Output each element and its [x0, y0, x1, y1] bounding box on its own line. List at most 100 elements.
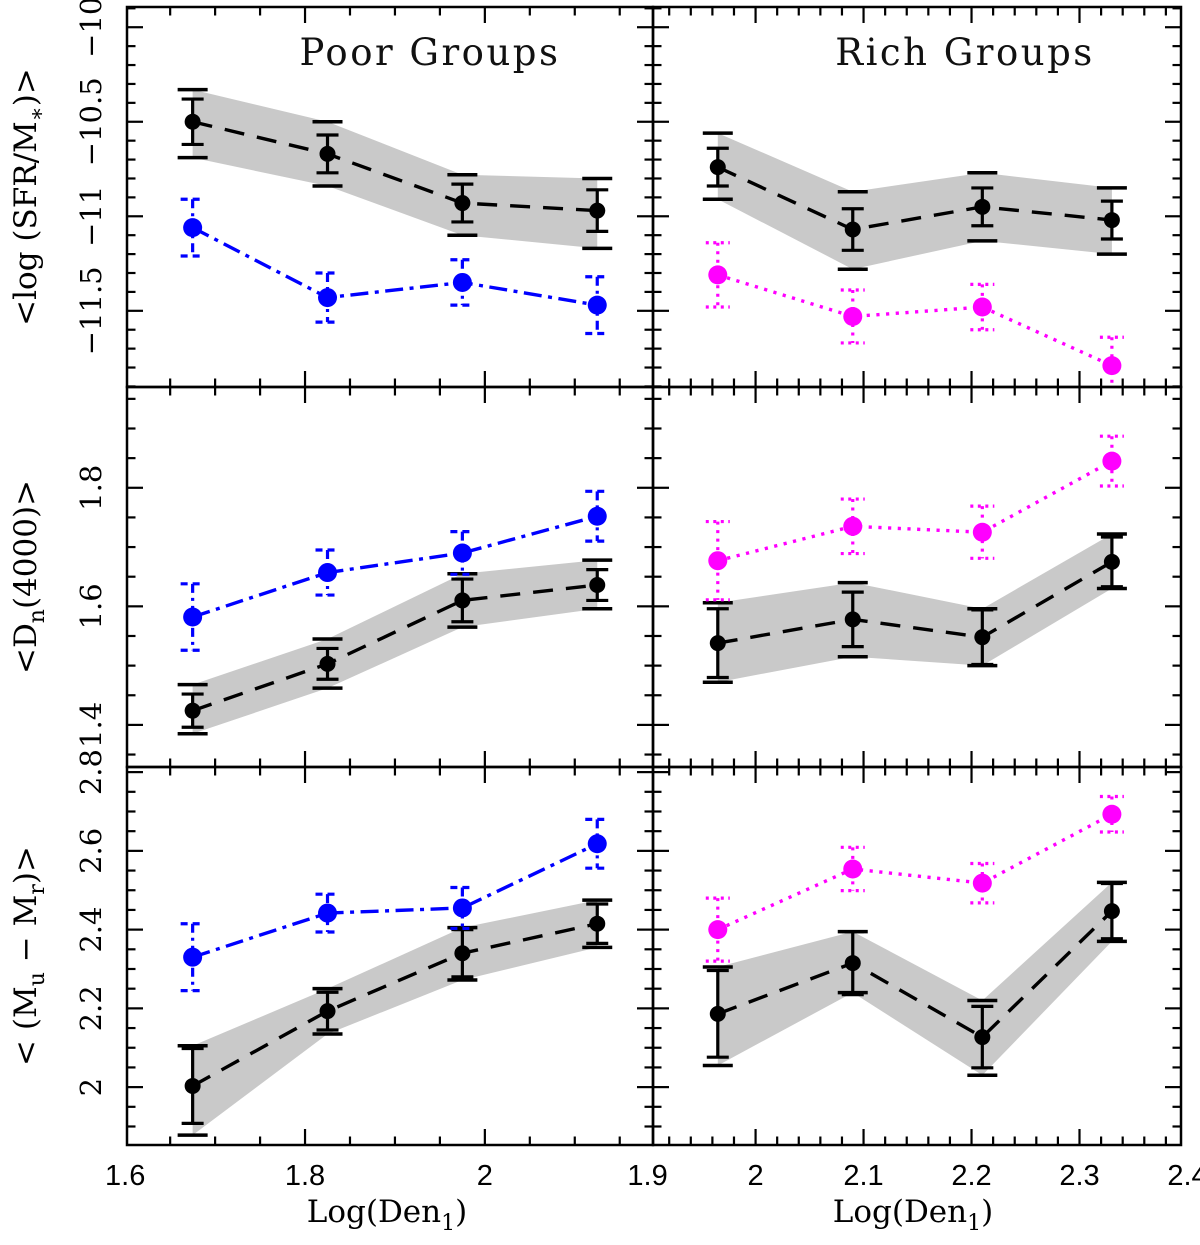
- data-point: [844, 611, 861, 628]
- uncertainty-band: [717, 133, 1112, 270]
- y-tick-label: 2.6: [74, 828, 108, 874]
- data-point: [589, 202, 606, 219]
- panel-content: [702, 434, 1127, 684]
- panel-frame: [651, 765, 1183, 1147]
- uncertainty-band: [192, 900, 598, 1136]
- y-tick-label: 2: [74, 1078, 108, 1096]
- data-point: [318, 563, 338, 583]
- data-point: [843, 306, 863, 326]
- panel-title: Poor Groups: [300, 31, 561, 74]
- data-point: [319, 655, 336, 672]
- series-line-magenta-dotted-mean: [717, 273, 1113, 368]
- panel-rich-d4000: [651, 385, 1183, 769]
- panel-rich-color: 1.9 2 2.1 2.2 2.3 2.4 Log(Den1): [627, 765, 1200, 1236]
- panel-content: [702, 131, 1127, 387]
- data-point: [319, 1003, 336, 1020]
- data-point: [452, 898, 472, 918]
- data-point: [974, 198, 991, 215]
- data-point: [1102, 356, 1122, 376]
- data-point: [1102, 804, 1122, 824]
- x-tick-label: 2.4: [1167, 1160, 1200, 1192]
- data-point: [708, 551, 728, 571]
- x-axis-title: Log(Den1): [307, 1194, 467, 1236]
- x-tick-label: 2.3: [1059, 1160, 1099, 1192]
- data-point: [589, 577, 606, 594]
- series-line-blue-dashdot-mean: [191, 226, 598, 307]
- y-tick-label: 2.4: [74, 907, 108, 953]
- data-point: [454, 195, 471, 212]
- y-tick-label: −10.5: [74, 77, 108, 166]
- y-tick-label: −11.5: [74, 266, 108, 355]
- data-point: [1102, 451, 1122, 471]
- x-axis-title: Log(Den1): [833, 1194, 993, 1236]
- series-line-black-dashed-mean: [192, 583, 598, 713]
- data-point: [184, 1077, 201, 1094]
- uncertainty-band: [192, 89, 598, 249]
- data-point: [974, 629, 991, 646]
- data-point: [1103, 553, 1120, 570]
- y-tick-label: 2.2: [74, 985, 108, 1031]
- data-point: [183, 218, 203, 238]
- data-point: [972, 297, 992, 317]
- data-point: [974, 1029, 991, 1046]
- series-line-black-dashed-mean: [717, 165, 1113, 232]
- panel-title: Rich Groups: [835, 31, 1095, 74]
- panel-poor-sfr: −10 −10.5 −11 −11.5 Poor Groups <log (SFR/M∗)…: [8, 0, 655, 389]
- data-point: [708, 265, 728, 285]
- data-point: [587, 506, 607, 526]
- series-line-black-dashed-mean: [717, 560, 1113, 645]
- panel-rich-sfr: Rich Groups: [651, 5, 1183, 389]
- y-tick-label: −10: [74, 0, 108, 58]
- y-tick-label: −11: [74, 186, 108, 247]
- data-point: [709, 635, 726, 652]
- y-tick-label: 1.8: [74, 465, 108, 511]
- panel-content: [177, 817, 613, 1137]
- data-point: [972, 522, 992, 542]
- series-line-blue-dashdot-mean: [192, 514, 598, 619]
- data-point: [589, 915, 606, 932]
- series-line-blue-dashdot-mean: [192, 842, 598, 959]
- panel-content: [177, 87, 613, 336]
- data-point: [318, 903, 338, 923]
- x-tick-label: 1.9: [627, 1160, 667, 1192]
- x-tick-label: 2: [477, 1160, 493, 1192]
- data-point: [843, 859, 863, 879]
- data-point: [452, 543, 472, 563]
- data-point: [709, 1005, 726, 1022]
- y-axis-title: <log (SFR/M∗)>: [8, 68, 50, 326]
- y-axis-title: < (Mu − Mr)>: [8, 846, 50, 1066]
- data-point: [844, 221, 861, 238]
- uncertainty-band: [717, 534, 1112, 683]
- y-tick-label: 1.6: [74, 583, 108, 629]
- x-tick-label: 2.2: [951, 1160, 991, 1192]
- data-point: [1103, 903, 1120, 920]
- data-point: [708, 920, 728, 940]
- series-line-magenta-dotted-mean: [717, 459, 1113, 563]
- x-tick-label: 1.6: [105, 1160, 145, 1192]
- x-tick-label: 2: [748, 1160, 764, 1192]
- y-tick-label: 1.4: [74, 702, 108, 748]
- data-point: [587, 295, 607, 315]
- data-point: [454, 592, 471, 609]
- data-point: [587, 834, 607, 854]
- panel-poor-d4000: 1.4 1.6 1.8 <Dn(4000)>: [8, 385, 655, 769]
- data-point: [183, 947, 203, 967]
- x-tick-label: 2.1: [843, 1160, 883, 1192]
- data-point: [972, 873, 992, 893]
- data-point: [454, 945, 471, 962]
- data-point: [183, 607, 203, 627]
- data-point: [184, 702, 201, 719]
- data-point: [709, 159, 726, 176]
- data-point: [844, 955, 861, 972]
- series-line-magenta-dotted-mean: [717, 812, 1113, 932]
- series-line-black-dashed-mean: [717, 909, 1114, 1040]
- uncertainty-band: [717, 882, 1112, 1076]
- data-point: [843, 516, 863, 536]
- panel-content: [177, 489, 613, 736]
- panel-poor-color: 2 2.2 2.4 2.6 2.8 1.6 1.8 2 < (Mu − Mr)> Log(Den1…: [8, 749, 655, 1236]
- series-line-black-dashed-mean: [191, 922, 598, 1088]
- y-axis-title: <Dn(4000)>: [8, 480, 50, 674]
- data-point: [184, 113, 201, 130]
